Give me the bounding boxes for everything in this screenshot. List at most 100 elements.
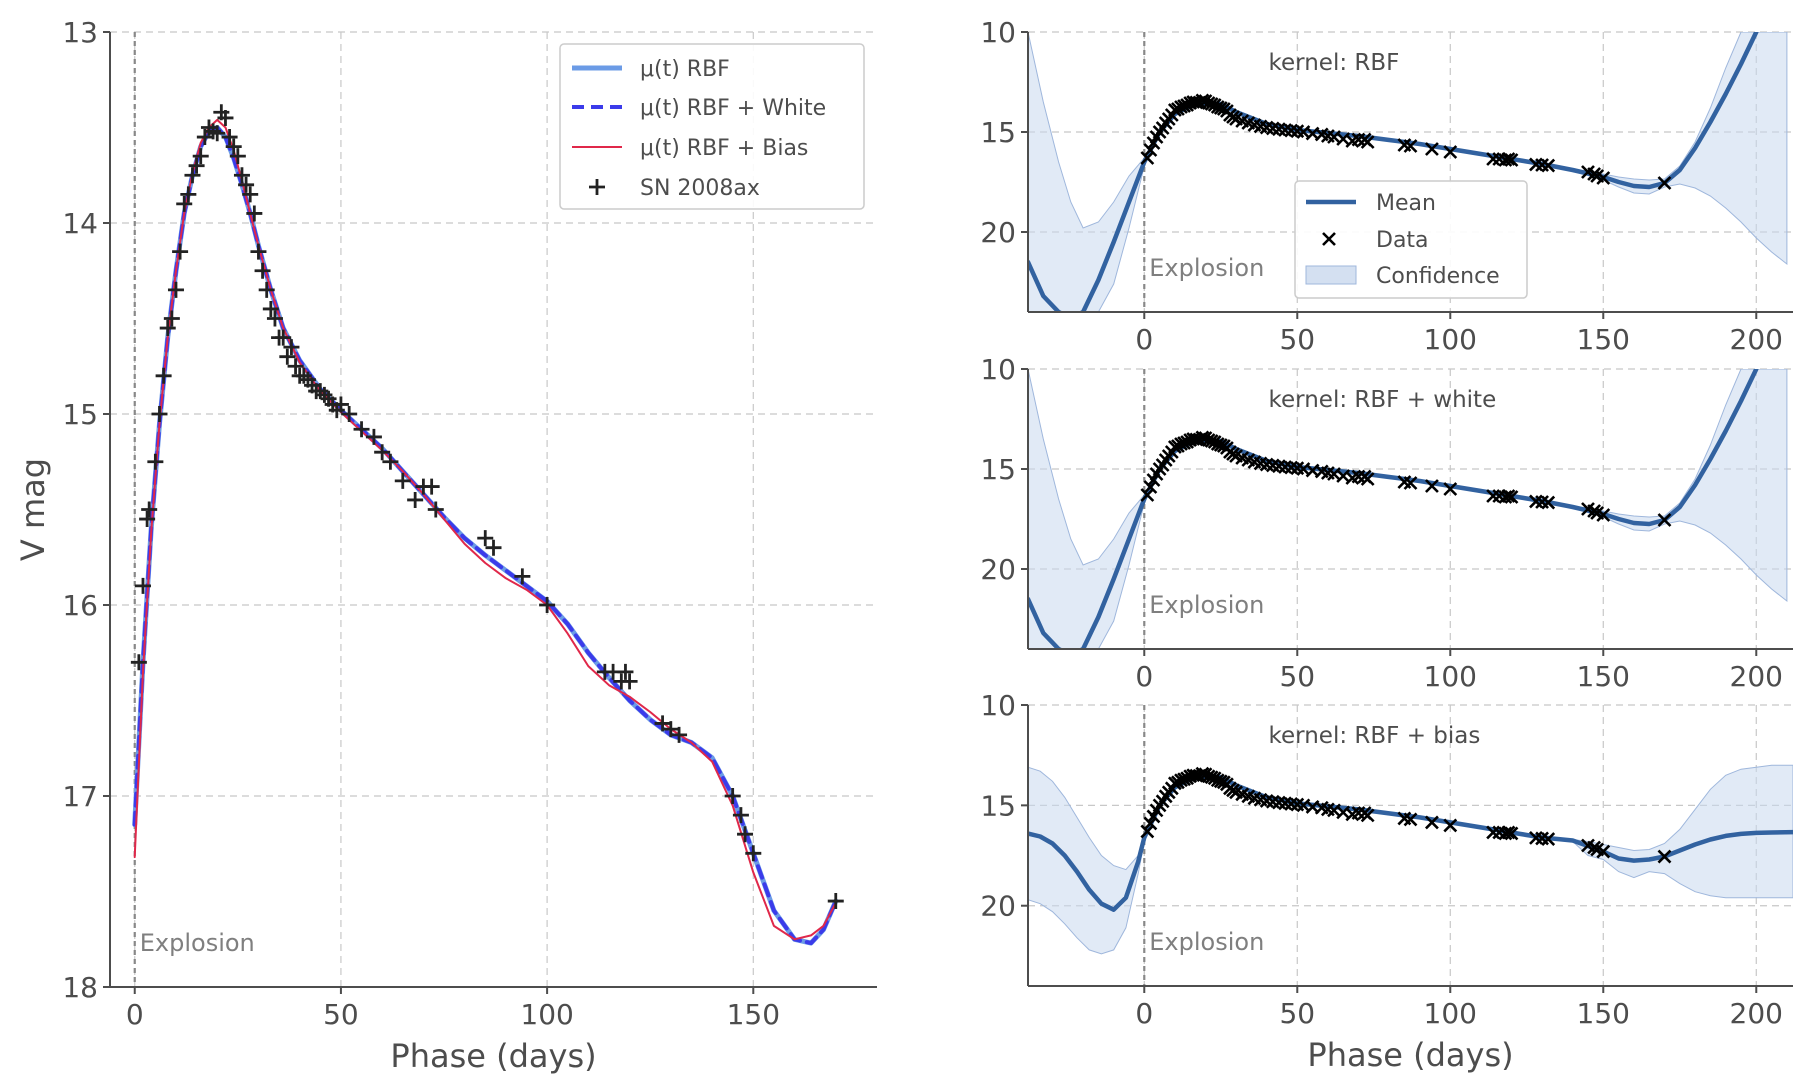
kernel-annotation: kernel: RBF + white: [1269, 387, 1497, 413]
data-point: [262, 300, 279, 317]
x-tick-label: 100: [520, 998, 573, 1031]
data-point: [1504, 490, 1519, 504]
data-point: [130, 654, 147, 671]
explosion-label: Explosion: [140, 929, 255, 957]
data-point: [1504, 153, 1519, 167]
data-point: [332, 396, 349, 413]
data-point: [242, 186, 259, 203]
data-point: [287, 358, 304, 375]
data-point: [1143, 816, 1158, 831]
data-point: [745, 845, 762, 862]
x-tick-label: 0: [126, 998, 144, 1031]
data-point: [258, 281, 275, 298]
data-point: [1596, 844, 1611, 859]
y-tick-label: 20: [980, 216, 1016, 249]
data-point: [1501, 489, 1516, 503]
data-point: [407, 491, 424, 508]
y-tick-label: 20: [980, 553, 1016, 586]
data-point: [382, 453, 399, 470]
y-tick-label: 18: [62, 971, 98, 1004]
x-tick-label: 100: [1424, 660, 1477, 693]
data-point: [1498, 490, 1513, 504]
y-tick-label: 13: [62, 16, 98, 49]
data-point: [423, 478, 440, 495]
data-point: [1443, 482, 1458, 496]
data-point: [1403, 476, 1418, 490]
data-point: [621, 673, 638, 690]
data-point: [477, 530, 494, 547]
legend-label-2: Confidence: [1376, 264, 1500, 289]
data-point: [1140, 151, 1155, 165]
data-point: [1657, 849, 1672, 864]
legend-label-0: μ(t) RBF: [640, 57, 730, 82]
data-point: [254, 262, 271, 279]
data-point: [167, 281, 184, 298]
x-tick-label: 200: [1730, 997, 1783, 1030]
x-tick-label: 150: [1577, 660, 1630, 693]
data-point: [233, 167, 250, 184]
data-point: [1486, 489, 1501, 503]
data-point: [1486, 825, 1501, 840]
data-point: [353, 421, 370, 438]
data-point: [1498, 153, 1513, 167]
x-tick-label: 0: [1135, 323, 1153, 356]
x-tick-label: 100: [1424, 997, 1477, 1030]
y-tick-label: 20: [980, 890, 1016, 923]
legend: Mean Data Confidence: [1294, 180, 1528, 299]
data-point: [134, 577, 151, 594]
y-axis-label: V mag: [14, 458, 52, 561]
data-point: [225, 138, 242, 155]
data-point: [1657, 513, 1672, 527]
data-point: [188, 157, 205, 174]
legend-swatch-scatter: [589, 179, 605, 195]
legend-box: [559, 43, 865, 210]
data-point: [1443, 145, 1458, 159]
y-tick-label: 10: [980, 689, 1016, 722]
data-point: [217, 109, 234, 126]
data-point: [827, 893, 844, 910]
explosion-label: Explosion: [1149, 591, 1264, 619]
x-axis-label: Phase (days): [1307, 1036, 1513, 1074]
data-point: [1403, 139, 1418, 153]
data-point: [1443, 818, 1458, 833]
legend-swatch-data: [1322, 232, 1336, 246]
right-panel-middle: 0 50 100 150 200 10 15 20 Explosion kernel: RBF +…: [980, 353, 1793, 693]
data-point: [176, 195, 193, 212]
x-tick-label: 150: [1577, 323, 1630, 356]
y-tick-label: 16: [62, 589, 98, 622]
explosion-label: Explosion: [1149, 254, 1264, 282]
data-point: [1403, 812, 1418, 827]
data-point: [1501, 825, 1516, 840]
data-point: [229, 148, 246, 165]
y-tick-label: 14: [62, 207, 98, 240]
grid: [1028, 368, 1793, 649]
plot-area: [130, 32, 844, 987]
data-point: [617, 663, 634, 680]
data-point: [163, 310, 180, 327]
kernel-annotation: kernel: RBF + bias: [1269, 723, 1481, 749]
legend-label-2: μ(t) RBF + Bias: [640, 136, 808, 161]
left-panel: 0 50 100 150 13 14 15 16 17 18 Phase (days) V mag Ex…: [14, 16, 877, 1075]
data-point: [238, 176, 255, 193]
legend: μ(t) RBF μ(t) RBF + White μ(t) RBF + Bias S…: [559, 43, 865, 210]
y-tick-label: 17: [62, 780, 98, 813]
data-point: [221, 129, 238, 146]
data-point: [1596, 508, 1611, 522]
data-point: [246, 205, 263, 222]
data-point: [394, 472, 411, 489]
data-point: [1360, 135, 1375, 149]
right-panel-top: 0 50 100 150 200 10 15 20 Explosion kernel: RBF Me…: [980, 16, 1793, 356]
x-tick-label: 200: [1730, 323, 1783, 356]
x-tick-label: 100: [1424, 323, 1477, 356]
data-point: [266, 310, 283, 327]
y-tick-label: 15: [980, 453, 1016, 486]
x-tick-label: 0: [1135, 997, 1153, 1030]
data-point: [514, 568, 531, 585]
data-point: [341, 406, 358, 422]
x-tick-label: 150: [1577, 997, 1630, 1030]
explosion-label: Explosion: [1149, 928, 1264, 956]
legend-swatch-confidence: [1305, 265, 1357, 285]
data-point: [250, 243, 267, 260]
legend-label-1: μ(t) RBF + White: [640, 96, 826, 121]
data-point: [737, 826, 754, 843]
